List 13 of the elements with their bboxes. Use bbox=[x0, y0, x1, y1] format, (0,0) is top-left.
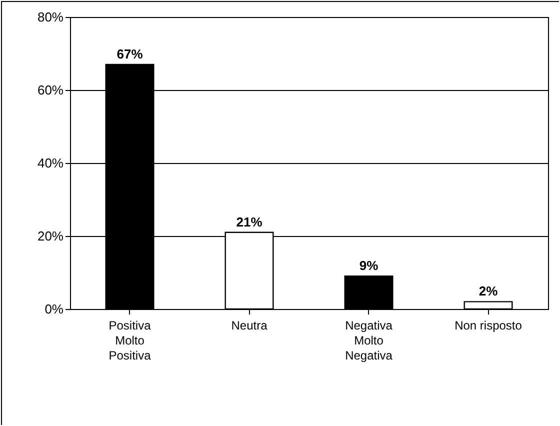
x-tick-label: Neutra bbox=[231, 318, 268, 332]
x-tick-label: Positiva Molto Positiva bbox=[108, 318, 152, 362]
y-tick-label: 40% bbox=[37, 156, 64, 170]
y-tick-label: 60% bbox=[37, 82, 64, 98]
y-tick-label: 80% bbox=[37, 10, 64, 24]
x-tick-label: Negativa Molto Negativa bbox=[345, 318, 393, 362]
y-tick-label: 20% bbox=[37, 228, 64, 244]
data-label: 9% bbox=[359, 258, 379, 274]
y-tick-label: 0% bbox=[44, 302, 64, 316]
x-tick-label: Non risposto bbox=[454, 318, 522, 332]
data-label: 2% bbox=[478, 284, 498, 299]
data-label: 67% bbox=[116, 46, 144, 62]
data-label: 21% bbox=[236, 214, 263, 230]
